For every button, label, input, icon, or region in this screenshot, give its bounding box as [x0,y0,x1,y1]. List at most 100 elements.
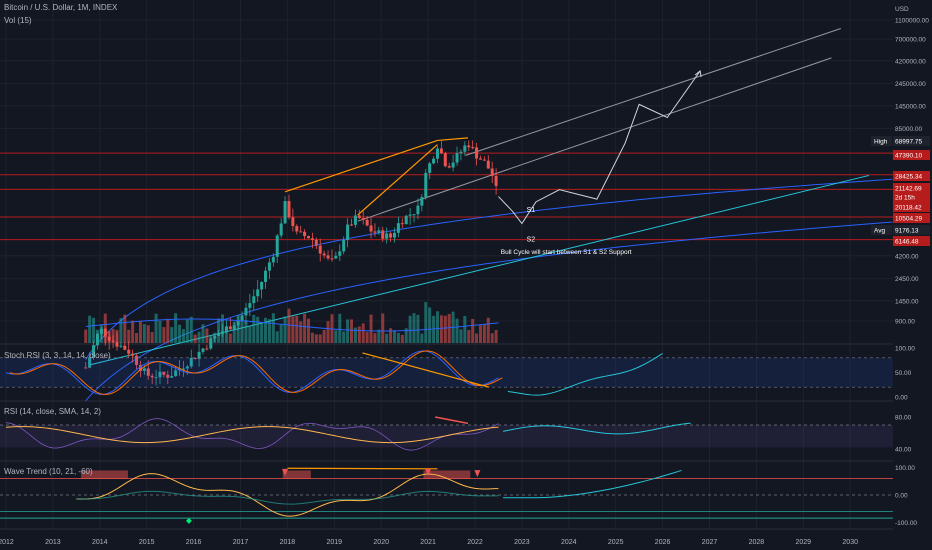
candle-body [252,296,256,304]
candle-body [443,153,447,167]
volume-bar [158,320,162,343]
price-label-box [893,225,930,235]
volume-bar [275,331,279,343]
candle-body [189,357,193,367]
wave-sell-marker [425,468,432,476]
stoch-k-line [5,350,499,395]
rsi-axis-tick: 40.00 [895,447,912,454]
volume-bar [205,328,209,343]
candle-body [295,226,299,232]
wave-axis-tick: 0.00 [895,493,908,500]
candle-body [248,303,252,308]
volume-bar [420,333,424,343]
volume-bar [389,328,393,343]
candle-body [322,253,326,256]
price-label-value: 47390.10 [895,153,922,160]
stoch-axis-tick: 100.00 [895,346,915,353]
candle-body [123,345,127,350]
volume-bar [428,307,432,343]
price-label-box [893,171,930,181]
volume-bar [197,331,201,343]
stoch-axis-tick: 50.00 [895,370,912,377]
volume-bar [400,334,404,343]
volume-bar [232,321,236,343]
candle-body [486,160,490,169]
candle-body [494,175,498,186]
volume-bar [287,308,291,343]
volume-bar [162,327,166,343]
volume-bar [478,325,482,343]
volume-bar [267,319,271,343]
time-axis-tick: 2016 [186,539,202,546]
candle-body [342,239,346,252]
stoch-projection [507,352,663,396]
volume-bar [299,321,303,343]
orange-trendline-inner [357,144,438,216]
candle-body [256,289,260,297]
candle-body [408,214,412,216]
candle-body [463,145,467,152]
candle-body [162,371,166,375]
volume-bar [295,315,299,343]
candle-body [119,345,123,347]
volume-bar [217,318,221,343]
volume-bar [131,320,135,343]
candle-body [455,153,459,163]
candle-body [185,366,189,369]
orange-trendline-top [437,137,469,142]
channel-upper-curve [85,178,893,360]
candle-body [135,355,139,365]
candle-body [228,326,232,330]
channel-line-upper [357,57,832,222]
candle-body [475,147,479,159]
wave-axis-tick: 100.00 [895,465,915,472]
candle-body [357,215,361,219]
time-axis-tick: 2024 [561,539,577,546]
volume-bar [189,316,193,343]
candle-body [307,236,311,239]
volume-bar [142,324,146,343]
price-label-tag-box [871,136,892,146]
volume-bar [385,333,389,343]
candle-body [170,376,174,378]
candle-body [291,217,295,227]
volume-bar [127,329,131,343]
time-axis-tick: 2023 [514,539,530,546]
volume-bar [115,329,119,343]
volume-bar [181,329,185,343]
price-label-box [893,236,930,246]
wave-sell-marker [474,470,481,478]
volume-bar [447,313,451,343]
volume-bar [377,329,381,343]
volume-bar [103,313,107,343]
price-axis-tick: 85000.00 [895,126,922,133]
candle-body [478,158,482,160]
volume-bar [486,317,490,343]
channel-line-lower [465,28,841,156]
time-axis-tick: 2029 [796,539,812,546]
candle-body [471,147,475,149]
volume-bar [435,311,439,343]
price-label-box [893,183,930,193]
price-axis-tick: 900.00 [895,319,915,326]
volume-bar [150,332,154,343]
price-label-value: 68997.75 [895,139,922,146]
candle-body [264,270,268,282]
candle-body [197,351,201,359]
price-label-value: 2d 15h [895,195,915,202]
volume-bar [349,319,353,343]
candle-body [209,338,213,349]
candle-body [396,223,400,233]
wave-overbought-fill [81,470,128,479]
candle-body [158,371,162,378]
time-axis-tick: 2025 [608,539,624,546]
candle-body [361,218,365,220]
volume-bar [424,302,428,343]
candle-body [299,231,303,233]
candle-body [205,348,209,350]
volume-bar [357,326,361,343]
candle-body [88,357,92,368]
candle-body [279,223,283,236]
